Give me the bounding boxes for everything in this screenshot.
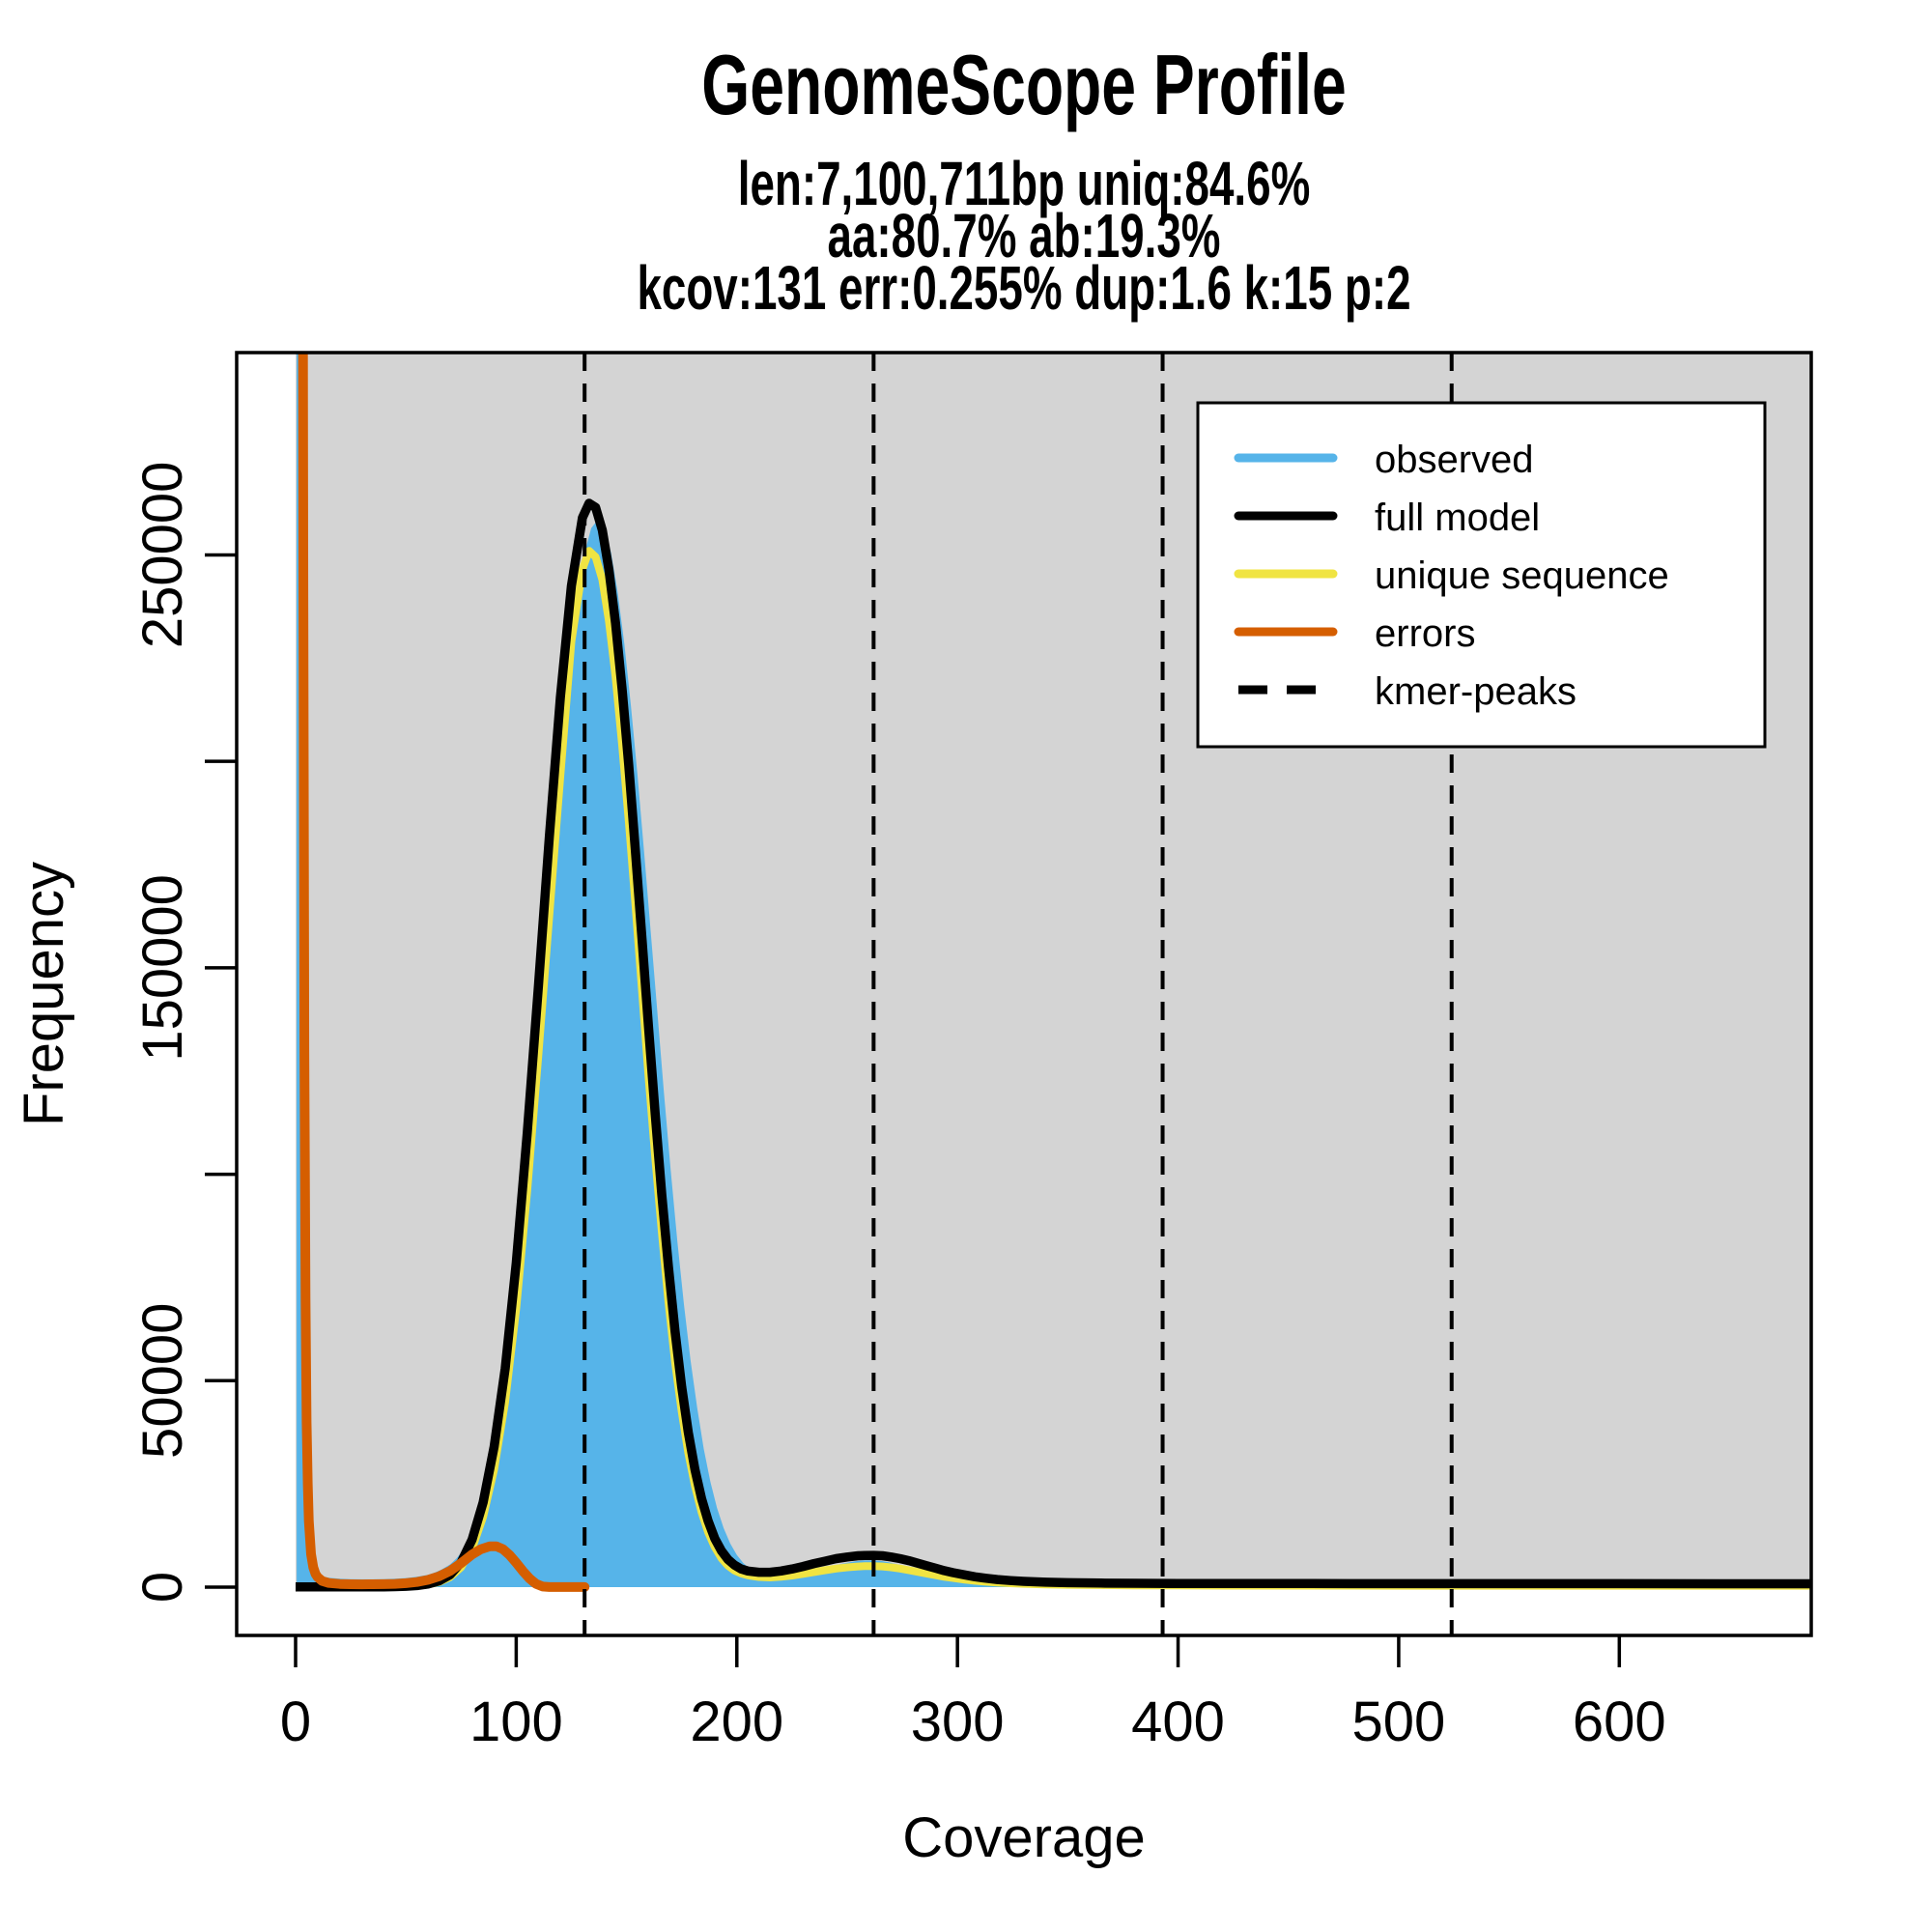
x-axis-title: Coverage (902, 1806, 1145, 1869)
y-tick-label: 250000 (131, 462, 194, 649)
x-tick-label: 0 (280, 1690, 311, 1753)
x-tick-label: 500 (1352, 1690, 1446, 1753)
figure-subtitle-line: aa:80.7% ab:19.3% (828, 201, 1221, 270)
series-errors-line (298, 353, 590, 1592)
figure-subtitle-line: len:7,100,711bp uniq:84.6% (738, 149, 1310, 217)
figure-subtitle-line: kcov:131 err:0.255% dup:1.6 k:15 p:2 (637, 253, 1410, 322)
legend-label: kmer-peaks (1375, 670, 1577, 713)
legend-label: observed (1375, 439, 1534, 481)
x-tick-label: 200 (690, 1690, 783, 1753)
figure-title: GenomeScope Profile (701, 38, 1346, 132)
y-axis-title: Frequency (13, 862, 75, 1126)
legend: observed full model unique sequence errors k… (1196, 401, 1767, 749)
x-tick-label: 300 (911, 1690, 1005, 1753)
series-layer (296, 353, 1811, 1592)
series-full_model-line (296, 498, 1811, 1592)
series-observed-area (297, 353, 1811, 1587)
legend-label: unique sequence (1375, 554, 1669, 597)
legend-label: full model (1375, 497, 1540, 539)
y-tick-label: 0 (131, 1572, 194, 1603)
kmer-peak-lines (582, 353, 1454, 1635)
x-tick-label: 100 (469, 1690, 563, 1753)
plot-box (235, 351, 1813, 1637)
y-tick-label: 150000 (131, 874, 194, 1062)
x-axis: 0 100 200 300 400 500 600 Coverage (280, 1635, 1666, 1869)
y-axis: 0 50000 150000 250000 Frequency (13, 462, 237, 1603)
y-tick-label: 50000 (131, 1303, 194, 1459)
x-tick-label: 400 (1131, 1690, 1225, 1753)
legend-label: errors (1375, 612, 1475, 655)
x-tick-label: 600 (1573, 1690, 1666, 1753)
